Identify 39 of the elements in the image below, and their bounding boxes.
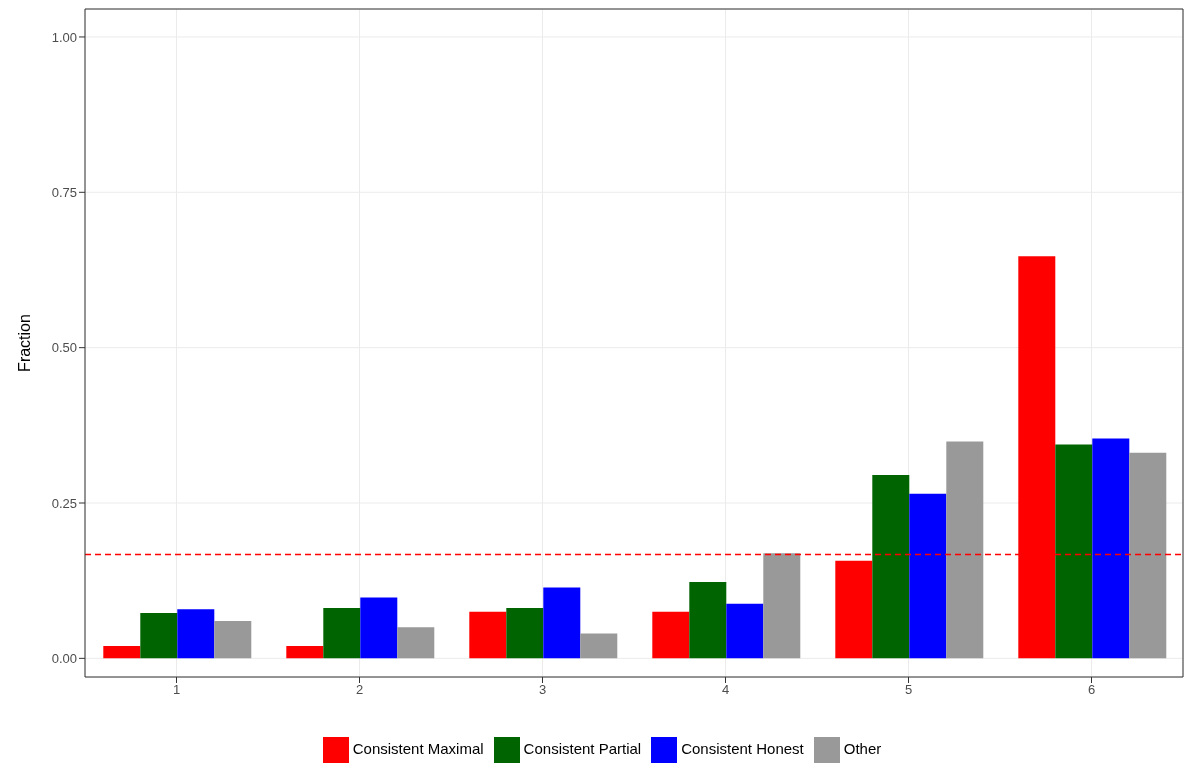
- bar: [652, 611, 690, 659]
- bar: [835, 560, 873, 659]
- legend-label: Other: [843, 739, 882, 757]
- bar: [1055, 444, 1093, 659]
- bar: [580, 633, 618, 659]
- x-tick-label: 1: [172, 682, 181, 698]
- bar: [726, 603, 764, 659]
- bar: [140, 613, 178, 659]
- legend-label: Consistent Partial: [523, 739, 642, 757]
- bar: [1092, 438, 1130, 659]
- x-tick-label: 5: [904, 682, 913, 698]
- y-tick-label: 0.75: [51, 184, 77, 200]
- y-tick-label: 0.50: [51, 340, 77, 356]
- x-tick-label: 3: [538, 682, 547, 698]
- legend-label: Consistent Maximal: [352, 739, 484, 757]
- bar: [689, 581, 727, 659]
- y-tick-label: 0.00: [51, 650, 77, 666]
- bar: [286, 645, 324, 659]
- bar: [1129, 452, 1167, 659]
- bar: [543, 587, 581, 659]
- bar: [360, 597, 398, 659]
- bar: [909, 493, 947, 659]
- bar: [872, 475, 910, 659]
- bar: [946, 441, 984, 659]
- bar: [506, 608, 544, 659]
- legend-label: Consistent Honest: [681, 739, 804, 757]
- y-axis-title: Fraction: [15, 314, 33, 372]
- x-tick-label: 2: [355, 682, 364, 698]
- x-tick-label: 4: [721, 682, 730, 698]
- bar: [177, 609, 215, 659]
- bar: [397, 627, 435, 659]
- bar: [763, 553, 801, 659]
- x-tick-label: 6: [1087, 682, 1096, 698]
- bar: [214, 621, 252, 659]
- y-tick-label: 0.25: [51, 495, 77, 511]
- bar: [469, 611, 507, 659]
- bar: [323, 608, 361, 659]
- bar: [103, 645, 141, 659]
- y-tick-label: 1.00: [51, 29, 77, 45]
